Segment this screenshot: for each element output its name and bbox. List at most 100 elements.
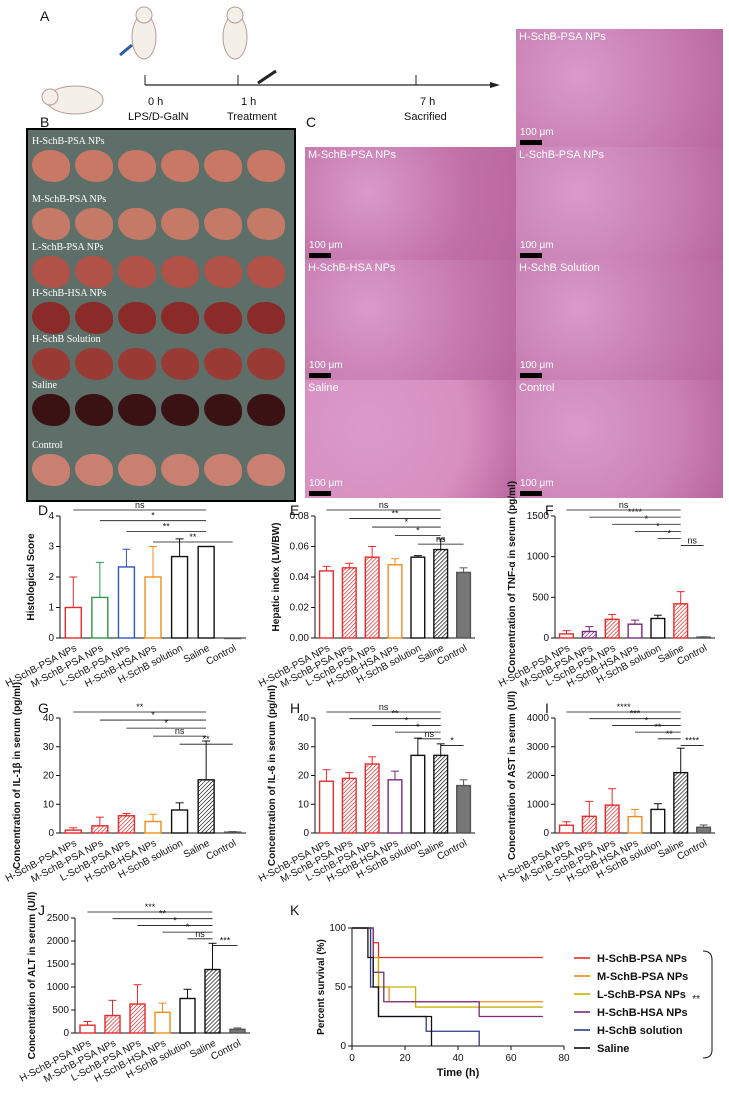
bar (79, 1024, 96, 1034)
bar-hatch (368, 627, 380, 639)
bar-hatch (204, 998, 221, 1014)
rat-illustration (41, 6, 248, 115)
histology-label: L-SchB-PSA NPs (519, 149, 604, 161)
bar-hatch (204, 823, 215, 834)
bar-hatch (582, 818, 597, 833)
bar-hatch (589, 826, 597, 834)
bar-hatch (673, 798, 688, 813)
liver-sample (75, 208, 113, 240)
bar (64, 606, 82, 639)
bar-hatch (365, 794, 380, 809)
bar-hatch (128, 827, 135, 834)
bar-hatch (351, 828, 357, 834)
liver-row-label: Saline (32, 380, 57, 391)
bar-hatch (118, 815, 135, 832)
bar (410, 556, 426, 639)
bar-hatch (433, 607, 448, 622)
liver-sample (204, 256, 242, 288)
bar-hatch (673, 782, 688, 797)
panel-label-i: I (545, 700, 549, 716)
x-tick-label: 20 (399, 1053, 411, 1064)
bar-hatch (673, 806, 688, 821)
x-tick-label: 60 (505, 1053, 517, 1064)
bar-hatch (673, 609, 688, 625)
bar-hatch (433, 579, 448, 594)
bar-hatch (673, 603, 683, 613)
panel-label-g: G (38, 700, 49, 716)
y-tick-label: 0.04 (290, 572, 310, 583)
histology-image: M-SchB-PSA NPs 100 μm (305, 147, 516, 260)
bar-hatch (365, 782, 380, 797)
y-tick-label: 40 (298, 713, 310, 724)
syringe-icon (119, 43, 133, 57)
bar-hatch (365, 583, 380, 598)
y-axis-label: Concentration of IL-1β in serum (pg/ml) (12, 682, 23, 869)
bar (224, 831, 242, 834)
bar-hatch (673, 603, 679, 609)
bar-hatch (342, 784, 357, 799)
bar-hatch (352, 633, 357, 639)
liver-row-label: H-SchB-PSA NPs (32, 136, 105, 147)
y-tick-label: 1000 (47, 982, 70, 993)
liver-sample (118, 256, 156, 288)
histology-label: H-SchB-HSA NPs (308, 262, 396, 274)
bar-hatch (342, 621, 357, 637)
bar-hatch (342, 573, 357, 589)
timeline-1h: 1 h (241, 96, 257, 108)
bar (558, 633, 574, 639)
y-axis-label: Concentration of TNF-α in serum (pg/ml) (507, 481, 518, 673)
histology-image: L-SchB-PSA NPs 100 μm (516, 147, 723, 260)
bar (170, 555, 189, 639)
bar-hatch (433, 817, 448, 832)
y-tick-label: 1000 (527, 552, 550, 563)
bar-hatch (342, 788, 357, 803)
bar-hatch (365, 595, 380, 610)
timeline-1h-label: Treatment (227, 111, 277, 123)
bar-hatch (673, 802, 688, 817)
x-tick-label: 0 (349, 1053, 355, 1064)
bar-hatch (605, 621, 620, 636)
bar-hatch (204, 969, 218, 982)
liver-sample (161, 256, 199, 288)
bar-hatch (342, 792, 357, 807)
y-tick-label: 2 (48, 572, 54, 583)
bar (456, 571, 472, 639)
bar-hatch (376, 635, 380, 639)
bar-hatch (197, 803, 215, 821)
y-tick-label: 10 (298, 799, 310, 810)
bar-hatch (439, 825, 448, 834)
legend-label: H-SchB-PSA NPs (597, 953, 687, 965)
y-axis-label: Concentration of IL-6 in serum (pg/ml) (267, 685, 278, 866)
bar-hatch (204, 969, 214, 978)
bar-hatch (445, 635, 448, 639)
bar-hatch (342, 577, 357, 593)
x-tick-label: Control (204, 838, 238, 863)
scale-bar-label: 100 μm (309, 360, 343, 371)
bar-hatch (197, 799, 215, 817)
significance-label: ns (425, 729, 435, 739)
liver-sample (118, 394, 156, 426)
bar (229, 1028, 246, 1034)
liver-sample (32, 454, 70, 486)
bar-hatch (673, 818, 688, 833)
significance-label: * (165, 718, 169, 728)
legend-label: H-SchB-HSA NPs (597, 1007, 688, 1019)
bar-hatch (365, 563, 380, 578)
bar-hatch (204, 970, 221, 986)
bar-hatch (96, 825, 105, 834)
survival-curve (352, 927, 543, 959)
bar-hatch (372, 631, 380, 639)
bar-hatch (605, 807, 620, 822)
bar-hatch (204, 1002, 221, 1018)
y-tick-label: 0.06 (290, 542, 310, 553)
bar (179, 997, 196, 1034)
liver-row-label: H-SchB-HSA NPs (32, 288, 107, 299)
bar-hatch (197, 779, 211, 793)
bar-hatch (685, 830, 688, 834)
bar (64, 829, 82, 834)
x-tick-label: Control (204, 643, 238, 668)
bar-hatch (365, 766, 380, 781)
y-tick-label: 0.02 (290, 603, 310, 614)
liver-sample (118, 454, 156, 486)
bar-hatch (433, 777, 448, 792)
